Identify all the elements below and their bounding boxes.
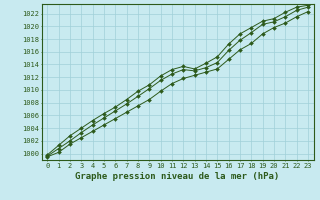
X-axis label: Graphe pression niveau de la mer (hPa): Graphe pression niveau de la mer (hPa) (76, 172, 280, 181)
